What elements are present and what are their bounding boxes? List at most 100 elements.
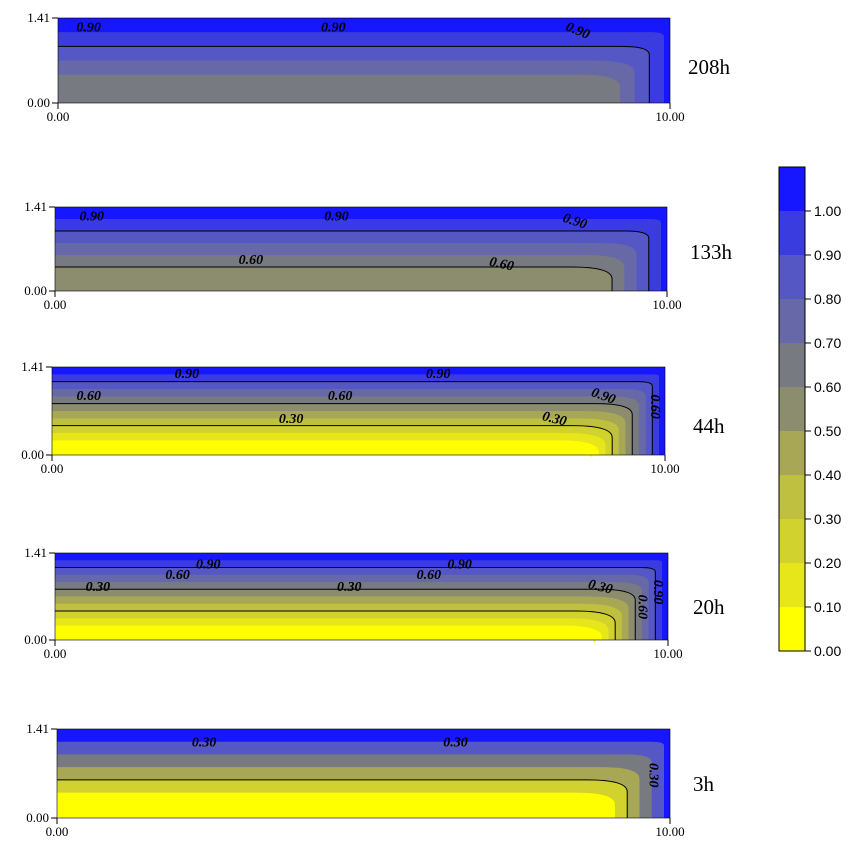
colorbar-tick-label: 0.30 [814, 511, 841, 527]
plot-frame [51, 366, 666, 456]
colorbar-swatch [779, 387, 805, 431]
x-tick-label: 0.00 [46, 824, 69, 839]
panel-133h: 0.90 0.90 0.90 0.60 0.60 1.41 0.000.00 10.00 133… [24, 199, 732, 312]
x-tick-label: 0.00 [44, 297, 67, 312]
y-tick-label: 0.00 [21, 447, 44, 462]
contour-label: 0.30 [541, 409, 568, 429]
contour-label: 0.30 [587, 577, 614, 597]
colorbar-tick-label: 0.10 [814, 599, 841, 615]
contour-label: 0.90 [561, 211, 589, 233]
contour-line-0.90 [55, 230, 650, 291]
contour-label: 0.90 [650, 580, 665, 605]
colorbar-tick-label: 0.20 [814, 555, 841, 571]
x-tick-label: 10.00 [655, 824, 684, 839]
plot-frame [54, 552, 669, 641]
contour-line-0.60 [55, 588, 636, 640]
contour-label: 0.60 [77, 389, 102, 404]
contour-label: 0.60 [328, 389, 353, 404]
contour-label: 0.90 [324, 209, 349, 224]
panel-time-label: 133h [690, 240, 733, 264]
contour-label: 0.30 [279, 412, 304, 427]
colorbar-frame [778, 166, 806, 652]
x-tick-label: 0.00 [44, 646, 67, 661]
y-tick-label: 0.00 [24, 283, 47, 298]
contour-label: 0.90 [196, 557, 221, 572]
contour-label: 0.30 [443, 735, 468, 750]
contour-line-0.90 [55, 567, 656, 640]
colorbar-swatch [779, 167, 805, 211]
y-tick-label: 0.00 [24, 632, 47, 647]
plot-frame [56, 728, 671, 819]
panel-3h: 0.30 0.30 0.30 1.41 0.000.00 10.00 3h [26, 721, 714, 839]
colorbar: 0.00 0.10 0.20 0.30 0.40 0.50 0.60 0.70 0.80 0.90… [778, 166, 841, 659]
band-region [55, 207, 667, 291]
colorbar-swatch [779, 607, 805, 651]
colorbar-swatch [779, 475, 805, 519]
x-tick-label: 0.00 [47, 109, 70, 124]
band-region [55, 207, 667, 291]
panel-44h: 0.90 0.900.900.60 0.60 0.600.30 0.301.410.00… [21, 359, 725, 476]
contour-label: 0.60 [647, 394, 662, 419]
contour-label: 0.90 [79, 209, 104, 224]
band-region [58, 18, 670, 103]
contour-label: 0.90 [447, 557, 472, 572]
band-region [52, 367, 665, 455]
colorbar-tick-label: 0.60 [814, 379, 841, 395]
band-region [52, 367, 665, 455]
band-region [57, 729, 670, 818]
panel-time-label: 208h [688, 55, 731, 79]
plot-frame [57, 17, 671, 104]
contour-line-0.30 [52, 425, 613, 455]
contour-label: 0.90 [426, 367, 451, 382]
contour-label: 0.60 [488, 255, 515, 275]
colorbar-tick-label: 1.00 [814, 203, 841, 219]
band-region [55, 553, 668, 640]
contour-label: 0.60 [239, 253, 264, 268]
colorbar-swatch [779, 343, 805, 387]
contour-line-0.30 [55, 610, 616, 640]
contour-label: 0.30 [337, 580, 362, 595]
y-tick-label: 0.00 [27, 95, 50, 110]
plot-frame [54, 206, 668, 292]
contour-label: 0.60 [634, 595, 649, 620]
contour-line-0.90 [58, 45, 650, 103]
contour-line-0.30 [57, 779, 628, 818]
colorbar-swatch [779, 563, 805, 607]
colorbar-tick-label: 0.50 [814, 423, 841, 439]
x-tick-label: 0.00 [41, 461, 64, 476]
panel-time-label: 44h [693, 414, 725, 438]
contour-line-0.90 [52, 381, 653, 455]
contour-label: 0.60 [165, 568, 190, 583]
y-tick-label: 1.41 [26, 721, 49, 736]
contour-label: 0.60 [417, 568, 442, 583]
y-tick-label: 1.41 [21, 359, 44, 374]
contour-label: 0.90 [76, 21, 101, 36]
contour-label: 0.90 [175, 367, 200, 382]
colorbar-tick-label: 0.70 [814, 335, 841, 351]
contour-label: 0.30 [192, 735, 217, 750]
panel-time-label: 20h [693, 595, 725, 619]
x-tick-label: 10.00 [650, 461, 679, 476]
colorbar-tick-label: 0.00 [814, 643, 841, 659]
band-region [55, 553, 668, 640]
band-region [58, 18, 670, 103]
colorbar-swatch [779, 519, 805, 563]
contour-label: 0.30 [646, 763, 661, 788]
colorbar-tick-label: 0.90 [814, 247, 841, 263]
x-tick-label: 10.00 [653, 646, 682, 661]
contour-label: 0.30 [86, 580, 111, 595]
x-tick-label: 10.00 [652, 297, 681, 312]
colorbar-swatch [779, 299, 805, 343]
y-tick-label: 1.41 [27, 10, 50, 25]
colorbar-swatch [779, 431, 805, 475]
colorbar-swatch [779, 211, 805, 255]
y-tick-label: 1.41 [24, 199, 47, 214]
contour-line-0.60 [55, 266, 613, 291]
panel-time-label: 3h [693, 772, 715, 796]
y-tick-label: 1.41 [24, 545, 47, 560]
band-region [57, 729, 670, 818]
colorbar-swatch [779, 255, 805, 299]
contour-label: 0.90 [321, 21, 346, 36]
